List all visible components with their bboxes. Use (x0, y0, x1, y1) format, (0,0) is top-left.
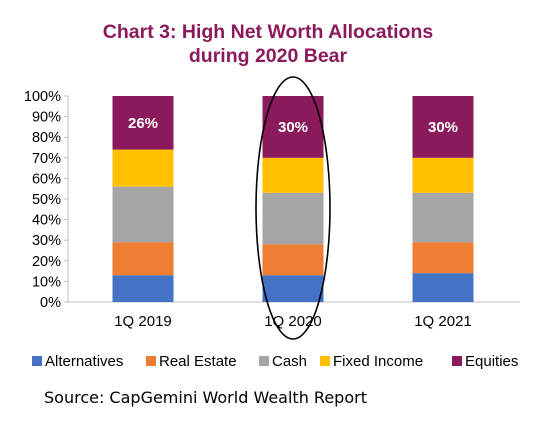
legend-label: Real Estate (159, 353, 237, 370)
x-tick-label: 1Q 2019 (114, 313, 172, 330)
bar-segment-cash (112, 186, 174, 243)
legend-label: Fixed Income (333, 353, 423, 370)
chart-title-line-1: Chart 3: High Net Worth Allocations (102, 21, 434, 43)
y-tick-label: 70% (32, 151, 61, 167)
y-tick-label: 60% (32, 171, 61, 187)
data-label: 26% (128, 115, 158, 132)
bar-segment-fixed-income (412, 157, 474, 193)
data-label: 30% (428, 119, 458, 136)
bar-segment-equities (112, 96, 174, 150)
legend-swatch (320, 356, 330, 366)
legend-swatch (32, 356, 42, 366)
bar-segment-equities (262, 96, 324, 158)
y-tick-label: 90% (32, 110, 61, 126)
chart-title: Chart 3: High Net Worth Allocations duri… (0, 20, 536, 68)
legend-label: Alternatives (45, 353, 123, 370)
bar-segment-alternatives (412, 273, 474, 302)
bar-segment-fixed-income (112, 149, 174, 187)
x-tick-label: 1Q 2020 (264, 313, 322, 330)
legend-swatch (452, 356, 462, 366)
y-tick-label: 20% (32, 254, 61, 270)
bar-segment-cash (262, 192, 324, 245)
bar-segment-real-estate (112, 242, 174, 276)
bar-segment-fixed-income (262, 157, 324, 193)
bar-segment-equities (412, 96, 474, 158)
bar-segment-real-estate (412, 242, 474, 274)
legend-label: Cash (272, 353, 307, 370)
chart-title-line-2: during 2020 Bear (188, 45, 348, 67)
x-tick-label: 1Q 2021 (414, 313, 472, 330)
y-tick-label: 30% (32, 233, 61, 249)
legend-swatch (259, 356, 269, 366)
legend-label: Equities (465, 353, 518, 370)
bar-segment-alternatives (112, 275, 174, 302)
data-label: 30% (278, 119, 308, 136)
source-note: Source: CapGemini World Wealth Report (44, 388, 367, 407)
legend-swatch (146, 356, 156, 366)
highlight-ellipse (255, 76, 331, 340)
bar-segment-alternatives (262, 275, 324, 302)
bar-segment-cash (412, 192, 474, 243)
y-tick-label: 0% (40, 295, 61, 311)
y-tick-label: 100% (24, 89, 61, 105)
y-tick-label: 50% (32, 192, 61, 208)
y-tick-label: 10% (32, 274, 61, 290)
bar-segment-real-estate (262, 244, 324, 276)
y-tick-label: 40% (32, 213, 61, 229)
y-tick-label: 80% (32, 130, 61, 146)
